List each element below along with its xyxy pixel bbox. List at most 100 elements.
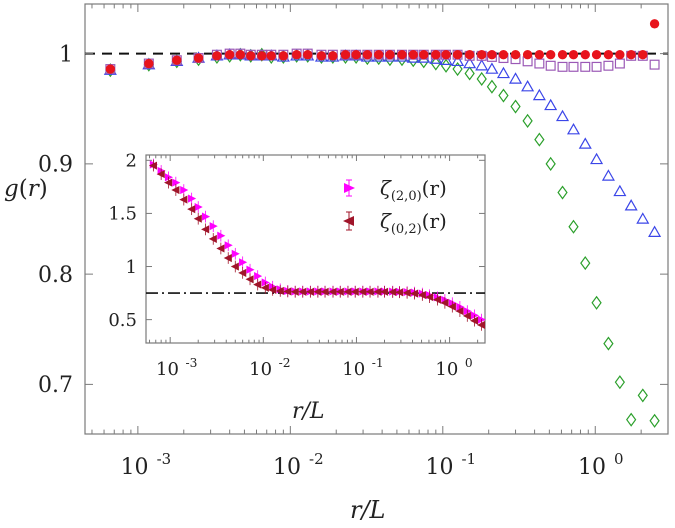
x-tick-exponent: -1 — [372, 356, 384, 370]
data-point-circle — [340, 50, 351, 60]
data-point-triangle-right — [463, 307, 472, 316]
y-tick-label: 0.8 — [38, 263, 73, 288]
data-point-triangle — [496, 66, 510, 79]
data-point-circle — [477, 50, 487, 60]
data-point-circle — [441, 50, 451, 60]
data-point-circle — [580, 50, 590, 60]
data-point-diamond — [603, 336, 614, 351]
data-point-triangle-right — [201, 212, 211, 221]
data-point-diamond — [545, 156, 556, 171]
data-point-triangle-left — [379, 287, 389, 296]
data-point-square — [591, 61, 602, 72]
data-point-diamond — [498, 88, 509, 103]
data-point-diamond — [430, 56, 441, 71]
data-point-circle — [278, 51, 289, 61]
y-tick-label: 1 — [126, 257, 137, 278]
data-point-triangle-right — [224, 241, 233, 250]
data-point-square — [614, 58, 625, 69]
x-tick-exponent: -2 — [279, 356, 291, 370]
data-point-triangle-left — [283, 287, 292, 296]
data-point-triangle-right — [209, 222, 218, 231]
data-point-triangle-left — [179, 195, 188, 204]
inset-series — [148, 158, 486, 331]
data-point-diamond — [568, 219, 579, 234]
data-point-triangle-right — [239, 258, 248, 267]
data-point-circle — [649, 19, 660, 29]
y-tick-label: 0.7 — [38, 373, 73, 398]
data-point-square — [545, 60, 556, 71]
inset-ticks: 0.5 1 1.5 2 10 -3 10 -2 10 -1 10 0 — [108, 151, 485, 380]
data-point-triangle-left — [298, 287, 307, 296]
data-point-triangle — [590, 152, 604, 165]
data-point-triangle-right — [180, 186, 189, 195]
data-point-circle — [534, 50, 545, 60]
inset-x-axis-label: r/L — [292, 399, 325, 424]
legend-entry-zeta-02: ζ(0,2)(r) — [343, 209, 447, 237]
data-point-circle — [351, 50, 361, 60]
data-point-triangle-left — [268, 285, 277, 294]
data-point-triangle — [485, 62, 499, 74]
data-point-triangle-left — [223, 253, 232, 263]
data-point-circle — [193, 53, 204, 63]
data-point-triangle-right — [456, 302, 465, 311]
data-point-circle — [510, 50, 521, 60]
data-point-triangle — [578, 137, 592, 149]
data-point-triangle-right — [246, 265, 255, 274]
data-point-circle — [328, 51, 338, 61]
data-point-triangle-left — [432, 295, 442, 304]
data-point-triangle-left — [455, 307, 464, 316]
data-point-diamond — [522, 113, 533, 128]
data-point-triangle-left — [462, 311, 471, 320]
data-point-triangle-left — [343, 287, 352, 296]
series-circle-filled — [105, 19, 660, 74]
data-point-circle — [303, 50, 313, 60]
data-point-triangle — [544, 98, 558, 111]
legend-arg-1: (r) — [422, 176, 447, 200]
data-point-triangle — [555, 109, 570, 122]
data-point-diamond — [557, 185, 568, 200]
data-point-triangle-left — [201, 225, 210, 234]
series-triangle-left-filled — [148, 159, 486, 331]
data-point-diamond — [649, 413, 660, 428]
data-point-circle — [224, 50, 235, 60]
data-point-triangle — [451, 54, 465, 67]
data-point-circle — [557, 50, 568, 60]
data-point-triangle-right — [470, 311, 479, 320]
data-point-triangle-left — [148, 161, 157, 170]
data-point-circle — [246, 51, 256, 61]
data-point-triangle — [475, 59, 489, 71]
data-point-triangle-left — [476, 320, 486, 329]
legend-marker-triangle-left-icon — [343, 216, 354, 226]
data-point-triangle — [624, 199, 638, 211]
data-point-triangle-right — [172, 178, 181, 187]
x-tick-label: 10 — [425, 455, 453, 480]
data-point-triangle-left — [365, 287, 374, 296]
data-point-triangle-right — [217, 231, 226, 240]
data-point-triangle-left — [216, 244, 225, 253]
data-point-triangle-left — [350, 287, 359, 296]
legend-marker-triangle-right-icon — [344, 183, 355, 193]
data-point-triangle-left — [328, 287, 337, 296]
data-point-circle — [105, 64, 116, 74]
data-point-triangle-left — [395, 288, 404, 297]
data-point-circle — [464, 50, 475, 60]
data-point-triangle — [566, 122, 581, 135]
data-point-circle — [374, 50, 384, 60]
main-plot-frame — [84, 3, 669, 435]
data-point-circle — [408, 50, 418, 60]
x-tick-exponent: -1 — [461, 450, 476, 468]
data-point-triangle-left — [440, 298, 449, 307]
data-point-diamond — [464, 66, 475, 81]
data-point-circle — [522, 50, 533, 60]
main-x-axis-label: r/L — [350, 496, 386, 524]
data-point-triangle — [509, 72, 523, 84]
data-point-diamond — [534, 132, 545, 147]
main-y-axis-label: g(r) — [4, 176, 48, 202]
data-point-circle — [431, 50, 441, 60]
data-point-square — [534, 58, 545, 69]
data-point-triangle-right — [448, 299, 457, 308]
data-point-triangle-left — [193, 214, 202, 223]
